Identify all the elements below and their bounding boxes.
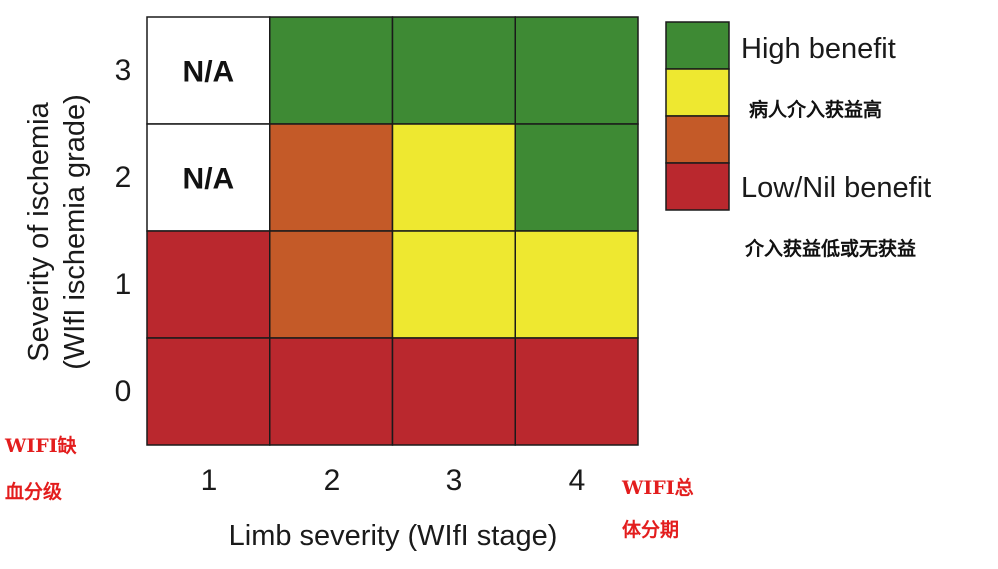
legend-swatch-nil: [665, 162, 730, 211]
heatmap-cell-x3-y2-moderate: [391, 123, 516, 232]
legend-cn-low-annotation: 介入获益低或无获益: [744, 237, 916, 260]
y-tick-1: 1: [115, 268, 132, 301]
y-axis-title-line2: (WIfI ischemia grade): [59, 94, 91, 370]
na-label-y2: N/A: [183, 163, 235, 196]
heatmap-cell-x1-y1-nil: [146, 230, 271, 339]
heatmap-cell-x1-y0-nil: [146, 337, 271, 446]
legend-label-low: Low/Nil benefit: [741, 172, 931, 204]
x-axis-cn-note-line2: 体分期: [622, 518, 679, 541]
x-axis-cn-note-line1: WIFI总: [621, 476, 694, 499]
heatmap-cell-x1-y2-na: [146, 123, 271, 232]
y-axis-cn-note-line2: 血分级: [5, 480, 62, 503]
legend: [665, 21, 730, 211]
na-label-y3: N/A: [183, 56, 235, 89]
x-tick-3: 3: [446, 464, 463, 497]
x-tick-1: 1: [201, 464, 218, 497]
x-axis-title: Limb severity (WIfI stage): [229, 520, 558, 552]
legend-label-high: High benefit: [741, 33, 896, 65]
heatmap-cell-x4-y2-high: [514, 123, 639, 232]
y-tick-2: 2: [115, 161, 132, 194]
heatmap-cell-x4-y0-nil: [514, 337, 639, 446]
y-axis-cn-note-line1: WIFI缺: [4, 434, 78, 457]
heatmap-cell-x3-y1-moderate: [391, 230, 516, 339]
heatmap-cell-x4-y1-moderate: [514, 230, 639, 339]
heatmap-cell-x2-y3-high: [269, 16, 394, 125]
heatmap-cell-x2-y2-low: [269, 123, 394, 232]
heatmap-cell-x4-y3-high: [514, 16, 639, 125]
heatmap-cell-x2-y0-nil: [269, 337, 394, 446]
y-tick-0: 0: [115, 375, 132, 408]
heatmap-cells: N/A N/A: [146, 16, 639, 446]
legend-swatch-moderate: [665, 68, 730, 117]
y-axis-title-line1: Severity of ischemia: [23, 101, 55, 361]
heatmap-cell-x1-y3-na: [146, 16, 271, 125]
legend-cn-high-annotation: 病人介入获益高: [749, 98, 882, 121]
y-tick-3: 3: [115, 54, 132, 87]
x-tick-4: 4: [569, 464, 586, 497]
legend-swatch-high: [665, 21, 730, 70]
legend-swatch-low: [665, 115, 730, 164]
x-tick-2: 2: [324, 464, 341, 497]
heatmap-cell-x2-y1-low: [269, 230, 394, 339]
heatmap-cell-x3-y3-high: [391, 16, 516, 125]
heatmap-cell-x3-y0-nil: [391, 337, 516, 446]
